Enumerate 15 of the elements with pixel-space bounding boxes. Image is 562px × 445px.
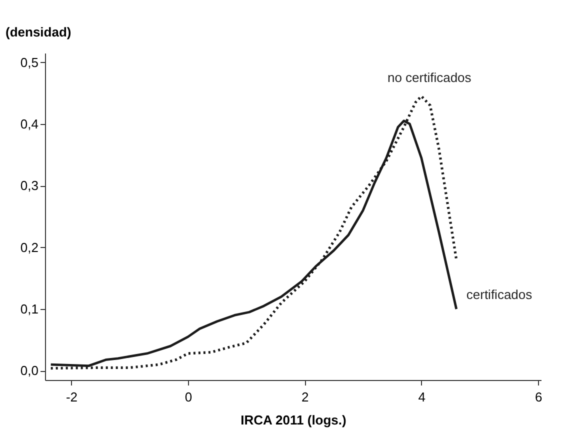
x-tick-label: 4	[418, 390, 426, 404]
y-tick-label: 0,5	[20, 54, 38, 70]
x-axis-title: IRCA 2011 (logs.)	[240, 412, 346, 428]
x-tick-label: 2	[302, 390, 309, 404]
y-tick-label: 0,4	[20, 116, 38, 132]
x-tick-label: 6	[534, 390, 542, 404]
y-tick-label: 0,3	[20, 178, 38, 194]
series-label: certificados	[466, 287, 533, 302]
x-tick-label: 0	[184, 390, 192, 404]
y-axis-title: (densidad)	[6, 24, 72, 40]
y-tick-label: 0,2	[20, 240, 38, 255]
x-tick-label: -2	[66, 390, 78, 404]
y-tick-label: 0,0	[20, 363, 38, 378]
series-label: no certificados	[387, 70, 472, 86]
y-tick-label: 0,1	[20, 302, 38, 317]
